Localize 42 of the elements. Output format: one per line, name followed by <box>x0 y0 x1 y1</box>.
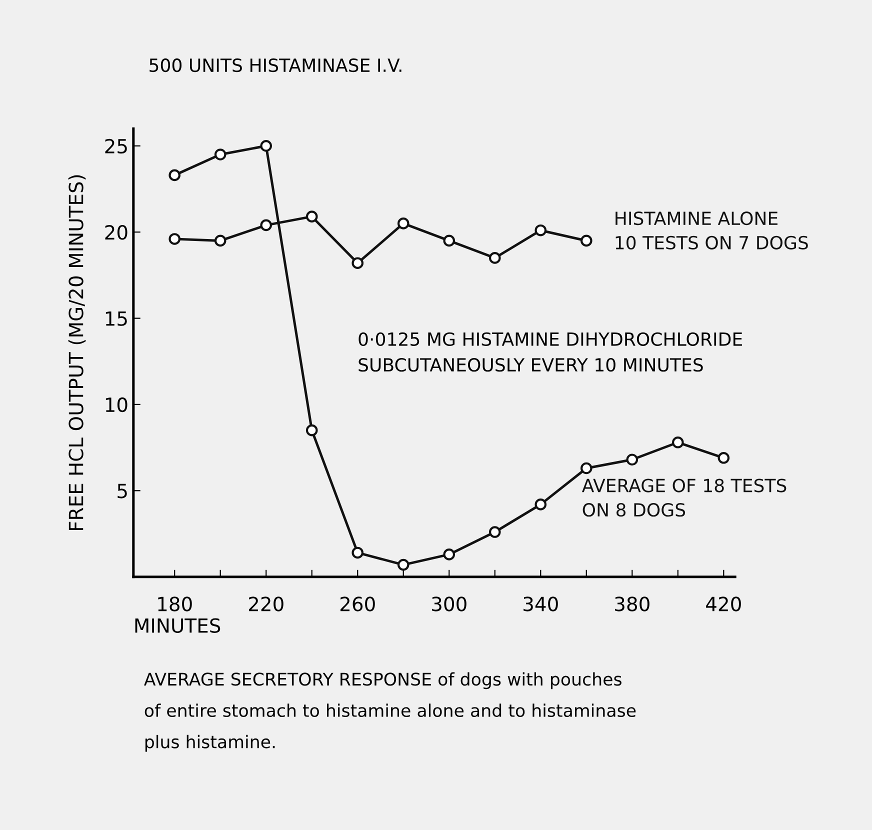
point <box>352 257 364 270</box>
point <box>718 452 730 464</box>
y-axis-title: FREE HCL OUTPUT (MG/20 MINUTES) <box>68 175 86 530</box>
x-tick-label: 260 <box>340 596 375 612</box>
y-tick-label: 20 <box>105 225 128 240</box>
series-label: HISTAMINE ALONE 10 TESTS ON 7 DOGS <box>616 211 808 250</box>
y-tick-label: 15 <box>106 311 127 326</box>
point <box>260 140 272 152</box>
point <box>168 169 180 182</box>
point <box>306 210 318 222</box>
point <box>488 526 501 538</box>
point <box>488 252 501 264</box>
point <box>443 548 456 560</box>
point <box>534 498 547 510</box>
point <box>580 462 592 474</box>
point <box>534 224 547 236</box>
series-label: AVERAGE OF 18 TESTS ON 8 DOGS <box>582 478 786 517</box>
x-tick-label: 220 <box>248 596 284 612</box>
point <box>443 234 456 247</box>
point <box>214 234 226 247</box>
x-tick-label: 380 <box>615 596 650 612</box>
point <box>672 436 684 448</box>
point <box>397 218 410 230</box>
x-tick-label: 420 <box>706 596 741 612</box>
annotation: 0·0125 MG HISTAMINE DIHYDROCHLORIDE SUBCUTANEOUSLY EVERY 10 MINUTES <box>358 332 742 372</box>
point <box>352 546 364 559</box>
x-tick-label: 180 <box>158 596 192 612</box>
point <box>626 454 638 466</box>
x-tick-label: 300 <box>432 596 466 612</box>
point <box>397 558 410 571</box>
y-tick-label: 25 <box>105 138 127 154</box>
point <box>168 233 180 245</box>
y-tick-label: 5 <box>118 484 127 498</box>
text: AVERAGE SECRETORY RESPONSE of dogs with pouches of entire stomach to histamine alone and to histaminase plus histamine. <box>144 672 636 752</box>
x-tick-label: 340 <box>524 596 558 612</box>
x-axis-title: MINUTES <box>135 618 220 633</box>
y-tick-label: 10 <box>106 397 128 412</box>
text: 500 UNITS HISTAMINASE I.V. <box>150 58 402 72</box>
point <box>306 424 318 436</box>
point <box>580 234 592 247</box>
point <box>214 148 226 160</box>
point <box>260 219 272 232</box>
